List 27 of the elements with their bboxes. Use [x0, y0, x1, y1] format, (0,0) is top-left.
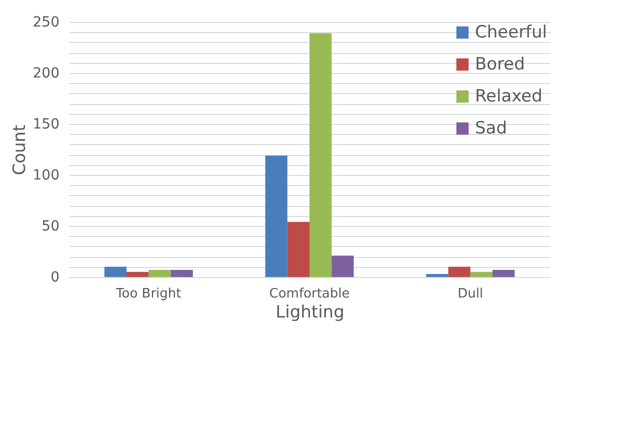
legend-label: Bored	[475, 54, 525, 74]
y-tick-label: 200	[32, 66, 60, 82]
bar	[287, 222, 310, 277]
bar	[170, 270, 193, 277]
legend-label: Relaxed	[475, 86, 542, 106]
x-tick-label: Too Bright	[115, 286, 182, 302]
bar	[104, 266, 127, 277]
legend-label: Cheerful	[475, 22, 548, 42]
x-axis-title: Lighting	[276, 302, 344, 322]
bar	[310, 33, 332, 277]
y-tick-label: 150	[32, 116, 60, 132]
y-axis-title: Count	[10, 124, 30, 176]
bar	[470, 272, 492, 277]
y-tick-label: 0	[50, 270, 60, 286]
bar	[332, 256, 354, 277]
y-tick-label: 250	[32, 14, 60, 30]
bar	[126, 272, 149, 277]
x-tick-label: Comfortable	[269, 286, 350, 302]
bar	[148, 270, 171, 277]
bar	[448, 266, 470, 277]
bar	[426, 274, 448, 277]
x-tick-label: Dull	[458, 286, 484, 302]
y-tick-label: 50	[42, 218, 60, 234]
bar	[492, 270, 515, 277]
y-tick-label: 100	[32, 168, 60, 184]
legend-label: Sad	[475, 118, 507, 138]
bar	[265, 156, 288, 277]
